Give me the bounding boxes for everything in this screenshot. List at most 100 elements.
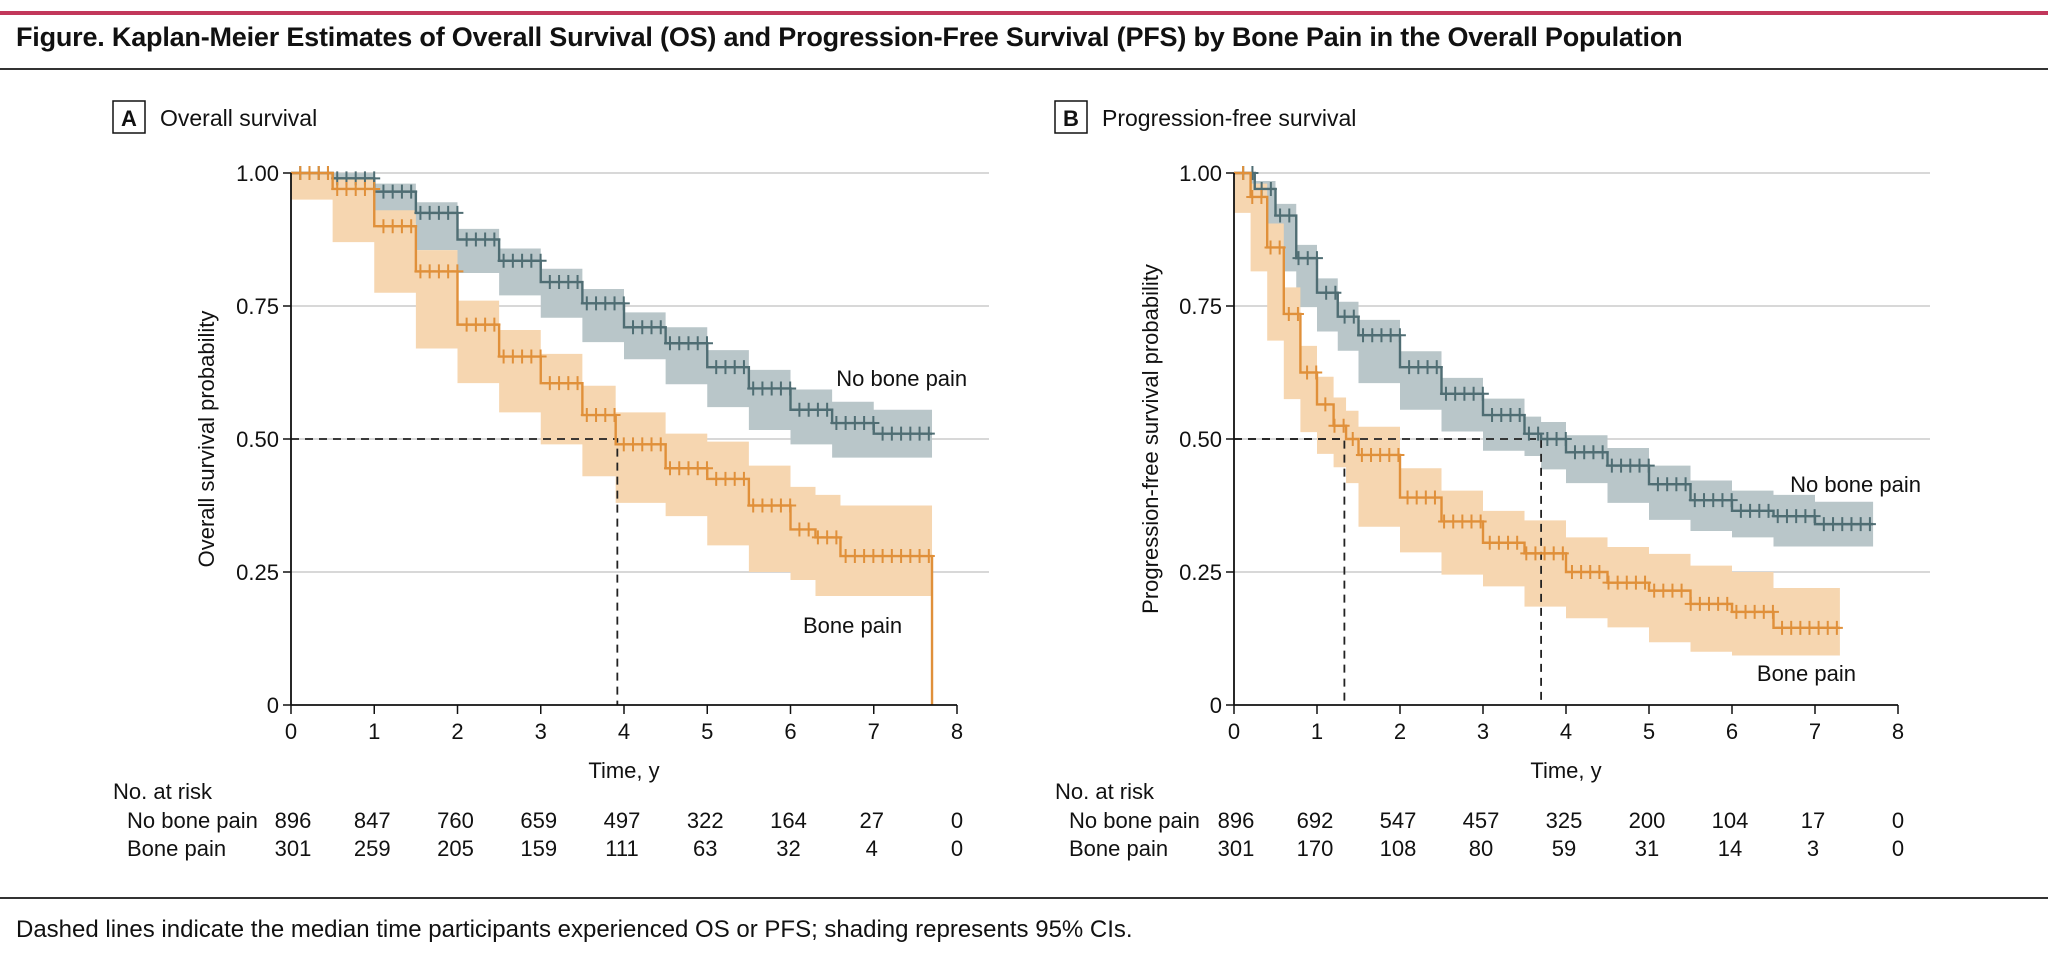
x-tick-label: 1 xyxy=(368,719,380,744)
panel-b-progression-free-survival-chart: B Progression-free survival 0 0.25 0.50 0.75 1… xyxy=(1054,100,1930,861)
x-tick-label: 4 xyxy=(1560,719,1572,744)
censor-mark xyxy=(922,426,935,441)
censor-mark xyxy=(488,232,501,247)
censor-mark xyxy=(654,320,667,335)
y-tick-label: 1.00 xyxy=(1179,161,1222,186)
censor-mark xyxy=(488,317,501,332)
at-risk-count: 659 xyxy=(520,808,557,833)
x-axis-label: Time, y xyxy=(588,758,659,783)
x-tick-label: 4 xyxy=(618,719,630,744)
censor-mark xyxy=(1283,208,1296,223)
y-tick-label: 0.25 xyxy=(236,560,279,585)
censor-mark xyxy=(1430,360,1443,375)
at-risk-count: 0 xyxy=(951,808,963,833)
x-tick-label: 8 xyxy=(1892,719,1904,744)
at-risk-count: 760 xyxy=(437,808,474,833)
censor-mark xyxy=(1766,604,1779,619)
censor-mark xyxy=(1721,596,1734,611)
censor-mark xyxy=(1593,565,1606,579)
censor-mark xyxy=(1639,575,1652,590)
top-accent-rule xyxy=(0,11,2048,15)
at-risk-count: 59 xyxy=(1552,836,1576,861)
at-risk-count: 164 xyxy=(770,808,807,833)
censor-mark xyxy=(571,376,584,391)
title-divider xyxy=(0,68,2048,70)
x-tick-label: 0 xyxy=(285,719,297,744)
at-risk-header: No. at risk xyxy=(1055,779,1155,804)
censor-mark xyxy=(737,360,750,375)
panel-letter: A xyxy=(121,106,137,131)
at-risk-count: 497 xyxy=(604,808,641,833)
censor-mark xyxy=(617,296,630,311)
y-tick-label: 0.75 xyxy=(236,294,279,319)
censor-mark xyxy=(1808,509,1821,524)
censor-mark xyxy=(1264,181,1277,196)
censor-mark xyxy=(1762,503,1775,518)
at-risk-count: 31 xyxy=(1635,836,1659,861)
ci-band xyxy=(1234,173,1840,656)
censor-mark xyxy=(1596,445,1609,460)
at-risk-count: 63 xyxy=(693,836,717,861)
censor-mark xyxy=(1428,490,1441,505)
censor-mark xyxy=(1675,583,1688,598)
censor-mark xyxy=(1273,240,1286,255)
censor-mark xyxy=(534,253,547,268)
censor-mark xyxy=(1237,166,1250,180)
ci-band xyxy=(291,173,933,596)
at-risk-count: 0 xyxy=(1892,836,1904,861)
censor-mark xyxy=(700,461,713,476)
censor-mark xyxy=(821,402,834,417)
at-risk-count: 14 xyxy=(1718,836,1742,861)
censor-mark xyxy=(1642,458,1655,473)
at-risk-row-label: No bone pain xyxy=(127,808,258,833)
panel-letter: B xyxy=(1063,106,1079,131)
censor-mark xyxy=(321,166,334,180)
censor-mark xyxy=(405,184,418,199)
y-tick-label: 0.75 xyxy=(1179,294,1222,319)
x-tick-label: 3 xyxy=(535,719,547,744)
at-risk-count: 301 xyxy=(1218,836,1255,861)
at-risk-count: 0 xyxy=(1892,808,1904,833)
at-risk-count: 80 xyxy=(1469,836,1493,861)
censor-mark xyxy=(1329,285,1342,300)
at-risk-row-label: Bone pain xyxy=(127,836,226,861)
censor-mark xyxy=(451,205,464,220)
x-tick-label: 8 xyxy=(951,719,963,744)
x-axis-label: Time, y xyxy=(1530,758,1601,783)
censor-mark xyxy=(737,471,750,486)
x-tick-label: 6 xyxy=(1726,719,1738,744)
y-axis-label: Overall survival probability xyxy=(194,311,219,568)
censor-mark xyxy=(1725,493,1738,508)
x-tick-label: 2 xyxy=(1394,719,1406,744)
ci-band xyxy=(1234,173,1874,547)
censor-mark xyxy=(1863,517,1876,532)
censor-mark xyxy=(784,381,797,396)
censor-mark xyxy=(1392,447,1405,462)
x-tick-label: 1 xyxy=(1311,719,1323,744)
y-tick-label: 1.00 xyxy=(236,161,279,186)
censor-mark xyxy=(1556,546,1569,561)
at-risk-count: 896 xyxy=(275,808,312,833)
censor-mark xyxy=(1532,426,1545,441)
censor-mark xyxy=(534,349,547,364)
at-risk-count: 3 xyxy=(1807,836,1819,861)
censor-mark xyxy=(1393,328,1406,343)
footnote-divider xyxy=(0,897,2048,899)
censor-mark xyxy=(1474,514,1487,529)
censor-mark xyxy=(867,416,880,431)
at-risk-count: 205 xyxy=(437,836,474,861)
x-tick-label: 7 xyxy=(1809,719,1821,744)
at-risk-count: 0 xyxy=(951,836,963,861)
at-risk-count: 170 xyxy=(1297,836,1334,861)
at-risk-count: 32 xyxy=(776,836,800,861)
series-label: Bone pain xyxy=(1757,661,1856,686)
at-risk-count: 104 xyxy=(1712,808,1749,833)
x-tick-label: 2 xyxy=(451,719,463,744)
censor-mark xyxy=(571,275,584,290)
censor-mark xyxy=(451,264,464,279)
censor-mark xyxy=(1559,432,1572,446)
x-tick-label: 3 xyxy=(1477,719,1489,744)
censor-mark xyxy=(1513,408,1526,423)
censor-mark xyxy=(1291,306,1304,321)
at-risk-count: 259 xyxy=(354,836,391,861)
